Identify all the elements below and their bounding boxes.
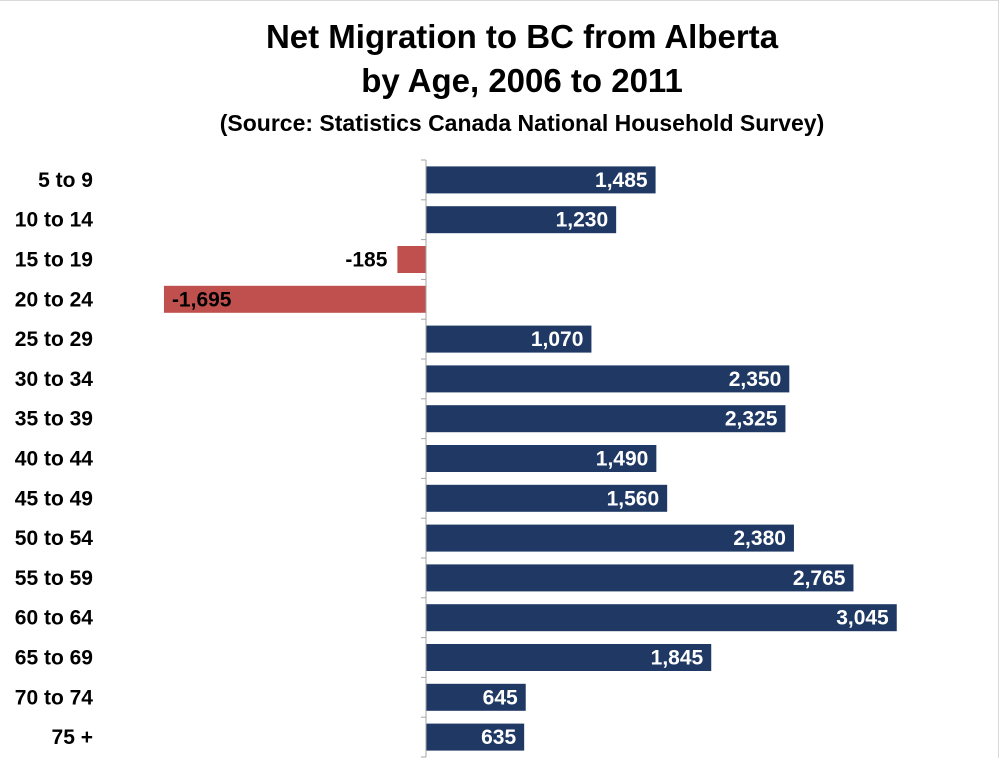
- category-label: 35 to 39: [15, 408, 93, 431]
- category-label: 65 to 69: [15, 647, 93, 670]
- category-label: 10 to 14: [15, 209, 94, 232]
- bar: [426, 484, 668, 512]
- category-label: 30 to 34: [15, 368, 94, 391]
- bar: [426, 325, 592, 353]
- chart-title: Net Migration to BC from Alberta: [265, 18, 779, 55]
- bar: [426, 365, 790, 393]
- category-label: 75 +: [52, 726, 93, 749]
- category-label: 55 to 59: [15, 567, 93, 590]
- value-label: 3,045: [836, 607, 889, 630]
- category-label: 70 to 74: [15, 686, 94, 709]
- bar: [426, 644, 712, 671]
- bar: [426, 445, 657, 472]
- value-label: -185: [345, 249, 387, 272]
- value-label: 1,485: [595, 169, 648, 192]
- value-label: 635: [481, 726, 516, 749]
- bar: [426, 683, 526, 711]
- value-label: 2,765: [793, 567, 846, 590]
- value-label: 1,845: [651, 647, 704, 670]
- bar: [397, 246, 426, 273]
- category-label: 25 to 29: [15, 328, 93, 351]
- value-label: 645: [483, 686, 518, 709]
- chart-title-line2: by Age, 2006 to 2011: [361, 62, 683, 99]
- value-label: 1,230: [556, 209, 609, 232]
- value-label: -1,695: [172, 288, 232, 311]
- category-label: 60 to 64: [15, 607, 94, 630]
- category-label: 15 to 19: [15, 249, 93, 272]
- category-label: 40 to 44: [15, 448, 94, 471]
- chart-subtitle: (Source: Statistics Canada National Hous…: [219, 110, 825, 136]
- bar: [426, 723, 525, 751]
- bar: [426, 564, 854, 592]
- bar: [426, 524, 794, 552]
- value-label: 2,350: [729, 368, 782, 391]
- value-label: 2,325: [725, 408, 778, 431]
- bar: [426, 405, 786, 433]
- category-label: 50 to 54: [15, 527, 94, 550]
- bar: [163, 285, 426, 313]
- bar: [426, 206, 617, 234]
- value-label: 1,560: [607, 487, 660, 510]
- category-label: 45 to 49: [15, 487, 93, 510]
- value-label: 1,490: [596, 448, 649, 471]
- category-label: 20 to 24: [15, 288, 94, 311]
- category-label: 5 to 9: [38, 169, 93, 192]
- bar: [426, 604, 897, 632]
- value-label: 1,070: [531, 328, 584, 351]
- bar: [426, 166, 656, 194]
- value-label: 2,380: [733, 527, 786, 550]
